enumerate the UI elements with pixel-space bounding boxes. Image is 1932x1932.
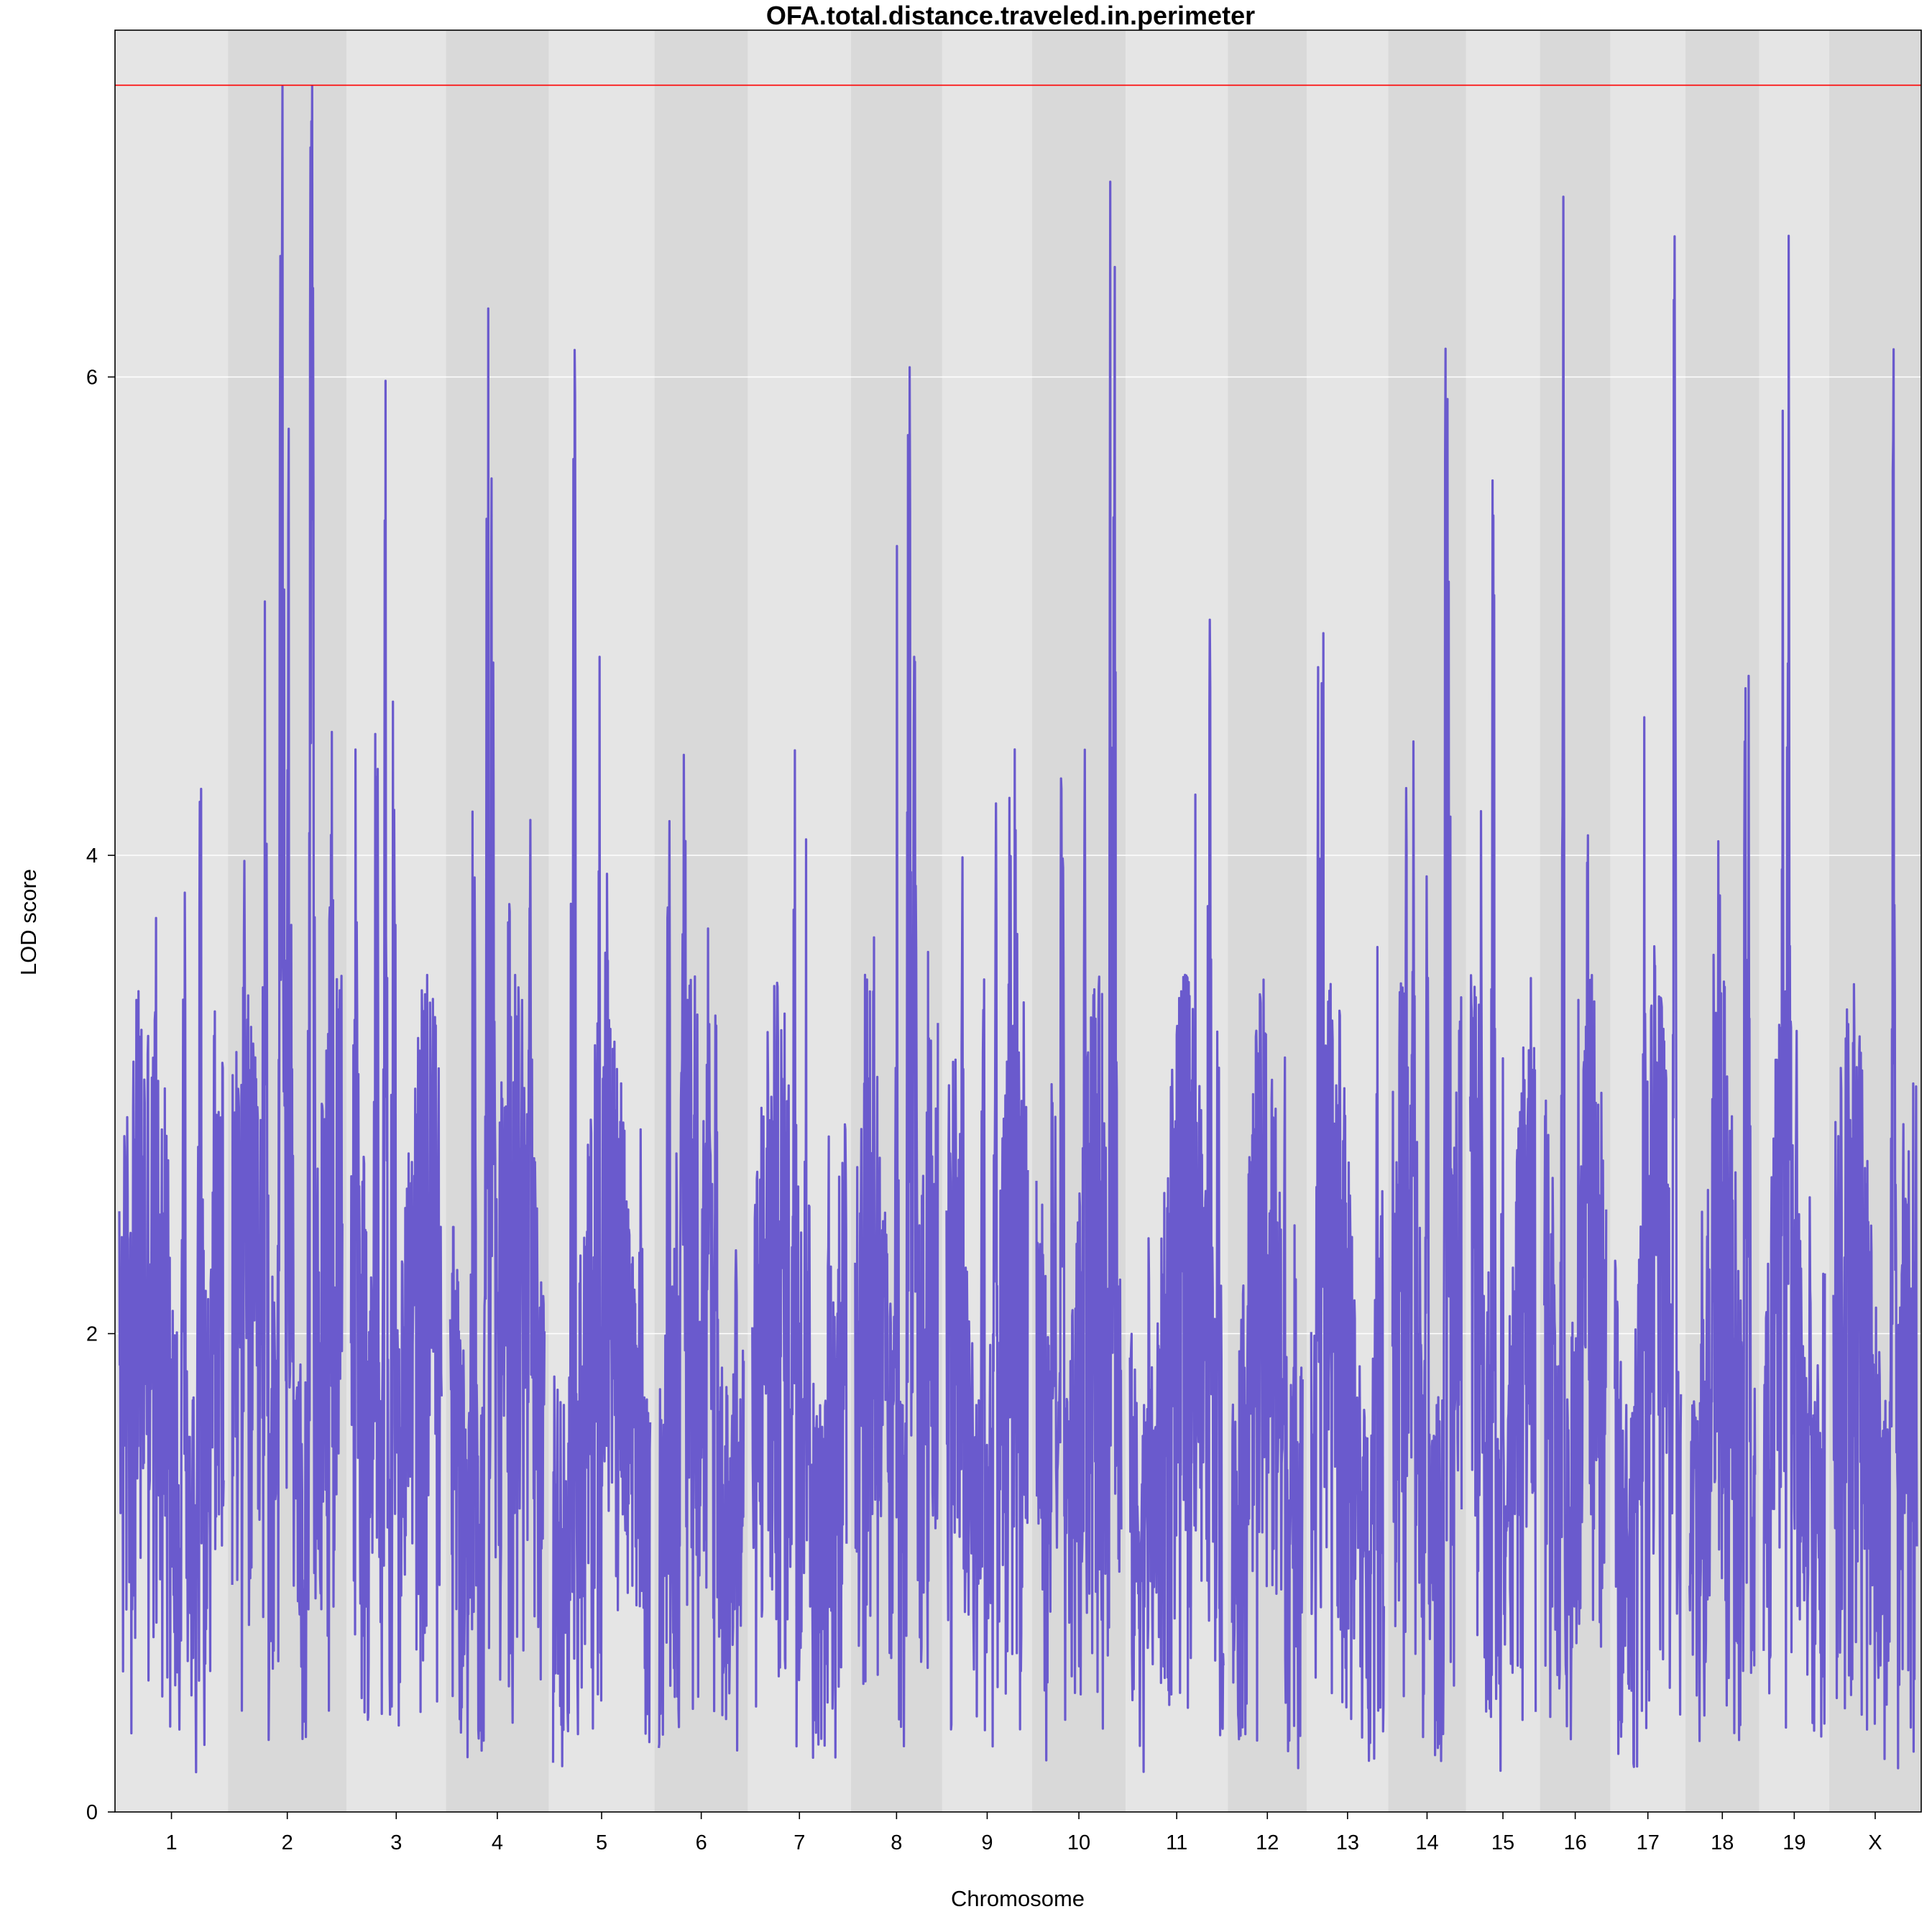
lod-trace-chr-14 <box>1391 347 1463 1762</box>
y-tick-label-0: 0 <box>86 1801 98 1824</box>
lod-trace-chr-15 <box>1468 479 1537 1772</box>
lod-trace-chr-7 <box>751 749 848 1760</box>
x-tick-label-X: X <box>1868 1831 1882 1854</box>
lod-trace-chr-19 <box>1762 234 1826 1738</box>
lod-trace-chr-16 <box>1543 196 1608 1741</box>
x-tick-label-13: 13 <box>1336 1831 1359 1854</box>
x-tick-label-18: 18 <box>1711 1831 1734 1854</box>
lod-trace-chr-8 <box>854 366 939 1748</box>
x-tick-label-14: 14 <box>1415 1831 1438 1854</box>
y-tick-label-6: 6 <box>86 366 98 389</box>
x-tick-label-1: 1 <box>165 1831 177 1854</box>
x-tick-label-15: 15 <box>1491 1831 1514 1854</box>
x-tick-label-19: 19 <box>1782 1831 1806 1854</box>
x-axis-label: Chromosome <box>951 1886 1085 1911</box>
lod-trace-chr-12 <box>1230 978 1304 1770</box>
x-tick-label-2: 2 <box>282 1831 293 1854</box>
y-axis: 0 2 4 6 <box>86 366 115 1824</box>
x-tick-label-7: 7 <box>794 1831 805 1854</box>
lod-trace-chr-4 <box>448 307 546 1759</box>
lod-trace-chr-9 <box>945 748 1029 1748</box>
lod-trace-chr-10 <box>1035 180 1123 1762</box>
lod-trace-chr-13 <box>1310 632 1386 1762</box>
x-tick-label-6: 6 <box>696 1831 707 1854</box>
x-tick-label-4: 4 <box>492 1831 503 1854</box>
lod-trace-chr-X <box>1832 348 1918 1770</box>
x-tick-label-16: 16 <box>1563 1831 1586 1854</box>
x-tick-label-10: 10 <box>1067 1831 1090 1854</box>
x-tick-label-8: 8 <box>891 1831 902 1854</box>
lod-trace-chr-18 <box>1688 674 1757 1742</box>
x-tick-label-5: 5 <box>596 1831 607 1854</box>
lod-trace-chr-6 <box>658 753 745 1752</box>
lod-trace-chr-5 <box>551 349 652 1767</box>
x-tick-label-17: 17 <box>1637 1831 1660 1854</box>
lod-trace-chr-11 <box>1128 618 1225 1773</box>
x-tick-label-9: 9 <box>981 1831 993 1854</box>
y-axis-label: LOD score <box>16 869 41 975</box>
lod-trace-chr-17 <box>1614 235 1683 1768</box>
x-axis: 1 2 3 4 5 6 7 8 9 10 11 12 13 14 15 16 17 18 19 X <box>165 1812 1882 1854</box>
y-tick-label-4: 4 <box>86 845 98 868</box>
lod-trace-chr-3 <box>349 380 443 1727</box>
x-tick-label-11: 11 <box>1166 1831 1187 1854</box>
lod-trace-chr-2 <box>231 84 344 1742</box>
plot-frame <box>114 29 1922 1813</box>
y-tick-label-2: 2 <box>86 1322 98 1346</box>
chart-title: OFA.total.distance.traveled.in.perimeter <box>766 1 1255 30</box>
x-tick-label-12: 12 <box>1256 1831 1279 1854</box>
lod-trace-chr-1 <box>118 787 225 1774</box>
lod-series <box>118 84 1918 1774</box>
x-tick-label-3: 3 <box>390 1831 402 1854</box>
